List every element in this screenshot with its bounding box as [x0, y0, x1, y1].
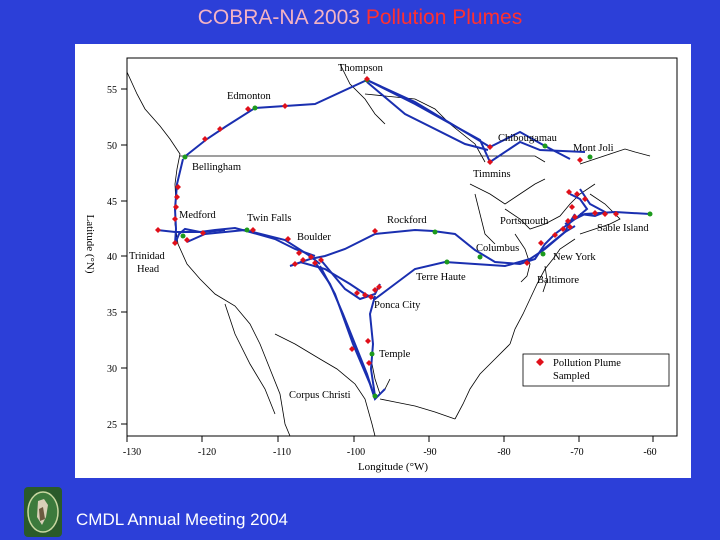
x-tick-label: -60 [643, 447, 656, 458]
place-label-baltimore: Baltimore [537, 275, 579, 286]
slide-title: COBRA-NA 2003 Pollution Plumes [0, 6, 720, 30]
place-label-medford: Medford [179, 210, 216, 221]
place-label-sable-island: Sable Island [597, 223, 649, 234]
cmdl-logo [24, 487, 62, 537]
plume-markers [155, 76, 619, 366]
place-label-terre-haute: Terre Haute [416, 272, 466, 283]
y-axis-label: Latitude (°N) [84, 214, 96, 273]
place-label-rockford: Rockford [387, 215, 427, 226]
y-tick-label: 25 [107, 420, 117, 431]
place-label-temple: Temple [379, 349, 411, 360]
place-label-twin-falls: Twin Falls [247, 213, 291, 224]
x-tick-label: -100 [347, 447, 365, 458]
legend: Pollution Plume Sampled [522, 353, 670, 387]
footer-meeting-text: CMDL Annual Meeting 2004 [76, 510, 289, 529]
y-tick-label: 35 [107, 308, 117, 319]
title-part-1: COBRA-NA 2003 [197, 6, 366, 29]
place-label-new-york: New York [553, 252, 596, 263]
legend-marker [536, 358, 544, 366]
place-label-edmonton: Edmonton [227, 91, 271, 102]
map-panel: -130 -120 -110 -100 -90 -80 -70 -60 55 5… [75, 44, 691, 478]
y-tick-label: 55 [107, 85, 117, 96]
x-tick-label: -70 [570, 447, 583, 458]
y-tick-label: 30 [107, 364, 117, 375]
legend-line-2: Sampled [553, 371, 590, 382]
place-label-mont-joli: Mont Joli [573, 143, 614, 154]
place-label-corpus-christi: Corpus Christi [289, 390, 351, 401]
place-label-portsmouth: Portsmouth [500, 216, 549, 227]
y-tick-label: 45 [107, 197, 117, 208]
x-axis-label: Longitude (°W) [358, 461, 428, 473]
place-label-head: Head [137, 264, 160, 275]
axis-ticks [121, 88, 654, 442]
place-label-thompson: Thompson [338, 63, 384, 74]
x-tick-label: -90 [423, 447, 436, 458]
flight-track-map: -130 -120 -110 -100 -90 -80 -70 -60 55 5… [84, 57, 678, 473]
legend-line-1: Pollution Plume [553, 358, 621, 369]
title-part-2: Pollution Plumes [365, 6, 523, 29]
y-tick-label: 40 [107, 252, 117, 263]
place-label-trinidad: Trinidad [129, 251, 166, 262]
place-label-boulder: Boulder [297, 232, 331, 243]
y-tick-label: 50 [107, 141, 117, 152]
place-label-timmins: Timmins [473, 169, 511, 180]
x-tick-label: -110 [273, 447, 291, 458]
site-markers [180, 77, 653, 399]
x-tick-label: -130 [123, 447, 141, 458]
place-label-ponca-city: Ponca City [374, 300, 421, 311]
place-label-chibougamau: Chibougamau [498, 133, 558, 144]
place-label-columbus: Columbus [476, 243, 519, 254]
x-tick-label: -120 [198, 447, 216, 458]
x-tick-label: -80 [497, 447, 510, 458]
place-label-bellingham: Bellingham [192, 162, 241, 173]
